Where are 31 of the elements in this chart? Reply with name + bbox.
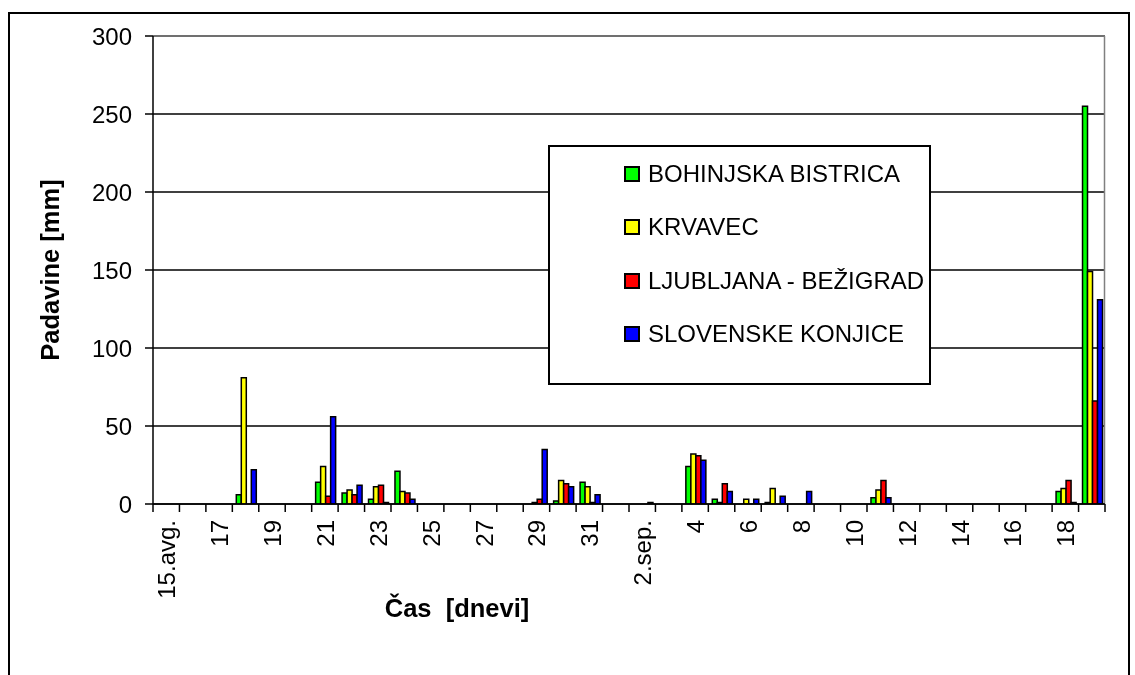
x-axis-title: Čas [dnevi] — [384, 593, 530, 622]
x-tick-label: 12 — [893, 520, 921, 547]
x-tick-label: 31 — [575, 520, 603, 547]
legend-label: KRVAVEC — [648, 213, 759, 242]
legend-label: SLOVENSKE KONJICE — [648, 320, 905, 349]
x-tick-label: 4 — [681, 520, 709, 534]
y-tick-label: 150 — [91, 256, 132, 284]
x-tick-label: 6 — [734, 520, 762, 534]
x-tick-label: 2.sep. — [628, 520, 656, 586]
y-tick-label: 0 — [118, 490, 132, 518]
y-tick-label: 50 — [105, 412, 132, 440]
x-tick-label: 18 — [1051, 520, 1079, 547]
x-tick-label: 19 — [258, 520, 286, 547]
y-tick-label: 300 — [91, 22, 132, 50]
x-tick-label: 29 — [522, 520, 550, 547]
y-axis-title: Padavine [mm] — [36, 179, 64, 361]
x-tick-label: 10 — [840, 520, 868, 547]
x-tick-label: 21 — [311, 520, 339, 547]
x-tick-label: 15.avg. — [152, 520, 180, 599]
y-tick-label: 200 — [91, 178, 132, 206]
x-tick-label: 27 — [470, 520, 498, 547]
x-tick-label: 17 — [205, 520, 233, 547]
x-tick-label: 14 — [946, 520, 974, 547]
legend-label: LJUBLJANA - BEŽIGRAD — [648, 266, 925, 295]
x-tick-label: 23 — [364, 520, 392, 547]
x-tick-label: 8 — [787, 520, 815, 534]
y-tick-label: 100 — [91, 334, 132, 362]
x-tick-label: 25 — [417, 520, 445, 547]
legend-label: BOHINJSKA BISTRICA — [648, 159, 901, 188]
y-tick-label: 250 — [91, 100, 132, 128]
x-tick-label: 16 — [998, 520, 1026, 547]
